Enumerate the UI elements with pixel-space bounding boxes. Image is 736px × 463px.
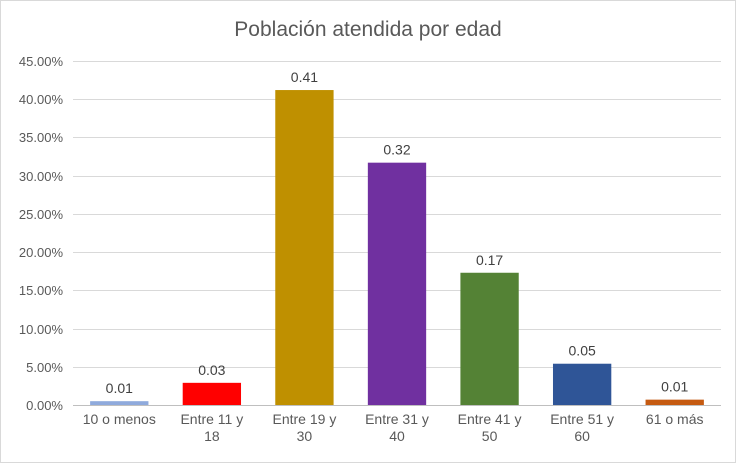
y-tick-label: 35.00% <box>19 130 64 145</box>
data-label: 0.03 <box>198 362 225 378</box>
data-label: 0.32 <box>383 142 410 158</box>
x-tick-label: Entre 11 y 18 <box>180 411 243 444</box>
y-tick-label: 15.00% <box>19 283 64 298</box>
y-tick-label: 30.00% <box>19 169 64 184</box>
x-tick-label: Entre 41 y 50 <box>458 411 522 444</box>
y-tick-label: 45.00% <box>19 54 64 69</box>
y-tick-label: 20.00% <box>19 245 64 260</box>
y-tick-label: 0.00% <box>26 398 63 413</box>
x-axis-categories: 10 o menos Entre 11 y 18 Entre 19 y 30 Entre … <box>83 411 704 444</box>
bar <box>182 382 242 405</box>
data-label: 0.01 <box>661 379 688 395</box>
x-tick-label: Entre 51 y 60 <box>550 411 614 444</box>
bars <box>90 90 704 405</box>
bar <box>90 401 149 405</box>
x-tick-label: Entre 31 y 40 <box>365 411 429 444</box>
bar <box>460 272 519 405</box>
data-label: 0.01 <box>106 380 133 396</box>
y-axis-ticks: 0.00% 5.00% 10.00% 15.00% 20.00% 25.00% 30.00%… <box>19 54 64 413</box>
x-tick-label: 61 o más <box>646 411 704 427</box>
y-tick-label: 5.00% <box>26 360 63 375</box>
bar <box>645 399 704 405</box>
data-label: 0.41 <box>291 69 318 85</box>
y-tick-label: 25.00% <box>19 207 64 222</box>
data-labels: 0.01 0.03 0.41 0.32 0.17 0.05 0.01 <box>106 69 689 396</box>
data-label: 0.05 <box>569 343 596 359</box>
bar <box>552 363 612 405</box>
bar <box>275 90 334 405</box>
x-tick-label: 10 o menos <box>83 411 156 427</box>
y-tick-label: 10.00% <box>19 322 64 337</box>
bar <box>367 162 427 405</box>
data-label: 0.17 <box>476 252 503 268</box>
y-tick-label: 40.00% <box>19 92 64 107</box>
x-tick-label: Entre 19 y 30 <box>273 411 337 444</box>
chart-title: Población atendida por edad <box>234 18 502 41</box>
